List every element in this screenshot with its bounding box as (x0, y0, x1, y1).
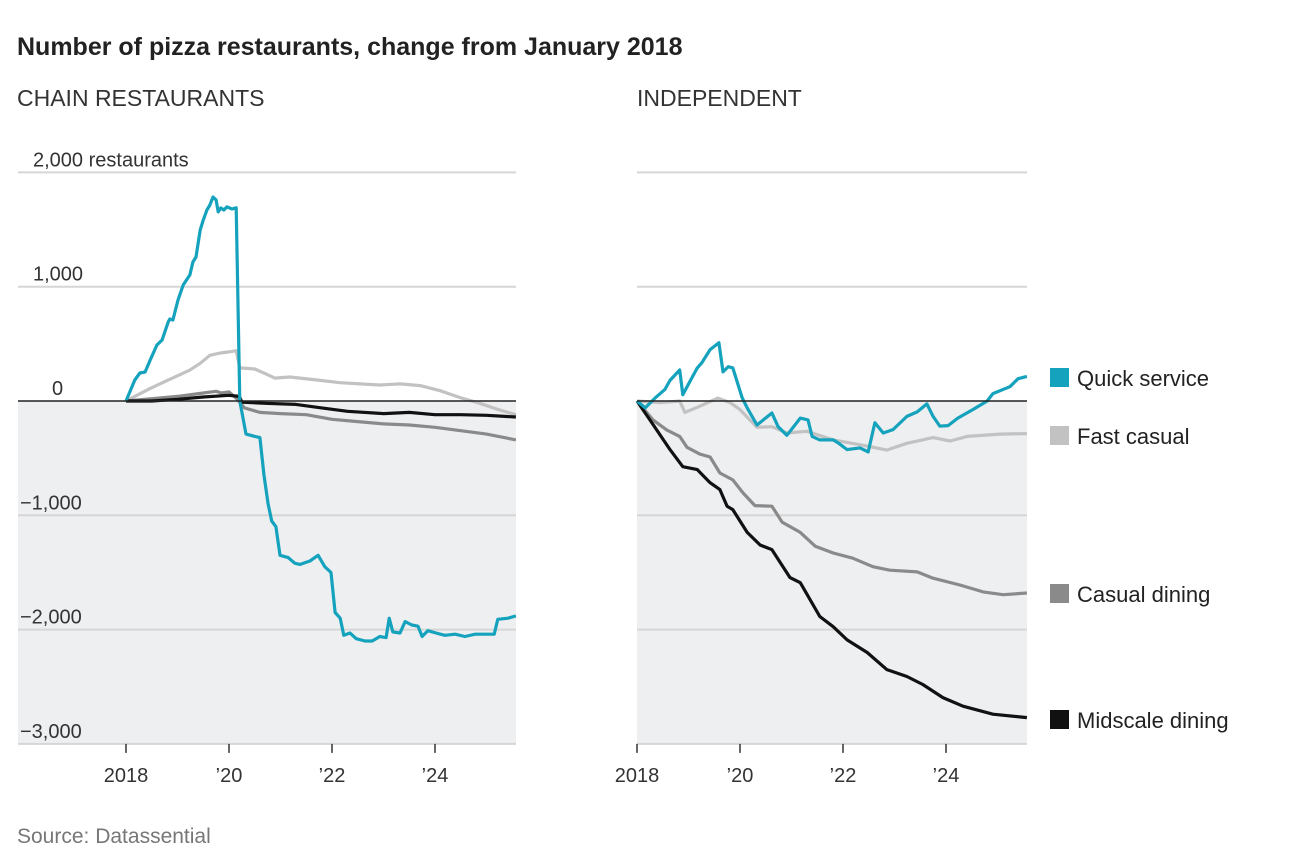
x-tick-label: ’24 (422, 765, 449, 787)
legend-swatch (1050, 584, 1069, 603)
x-tick-label: 2018 (104, 765, 149, 787)
series-line-casual-dining (125, 389, 517, 442)
chart-title: Number of pizza restaurants, change from… (17, 33, 683, 61)
x-tick-label: ’22 (830, 765, 857, 787)
panel-independent: 2018 ’20 ’22 ’24 (615, 171, 1028, 787)
legend-label: Casual dining (1077, 582, 1210, 607)
x-tick-label: ’24 (933, 765, 960, 787)
x-tick-label: 2018 (615, 765, 660, 787)
x-tick-label: ’22 (319, 765, 346, 787)
y-tick-label: 1,000 (33, 264, 83, 286)
series-line-quick-service (635, 341, 1028, 454)
series-line-midscale-dining (126, 393, 516, 419)
series-line-casual-dining (635, 399, 1028, 597)
legend-label: Quick service (1077, 366, 1209, 391)
legend-swatch (1050, 368, 1069, 387)
negative-region-fill (637, 401, 1027, 744)
y-tick-label: −3,000 (20, 721, 82, 743)
negative-region-fill (18, 401, 516, 744)
legend-swatch (1050, 710, 1069, 729)
y-tick-label: −1,000 (20, 492, 82, 514)
series-line-midscale-dining (635, 400, 1028, 720)
panel-subtitle-chain: CHAIN RESTAURANTS (17, 85, 265, 111)
panel-chain: 2,000 restaurants 1,000 −1,000 −2,000 −3,000… (18, 149, 517, 787)
y-tick-label: −2,000 (20, 607, 82, 629)
source-note: Source: Datassential (17, 825, 211, 848)
y-tick-label: 2,000 restaurants (33, 149, 189, 171)
series-line-quick-service (124, 195, 517, 643)
legend-label: Fast casual (1077, 424, 1190, 449)
legend-label: Midscale dining (1077, 708, 1229, 733)
legend-swatch (1050, 426, 1069, 445)
series-line-fast-casual (125, 349, 517, 417)
legend: Quick service Fast casual Casual dining Mid… (1050, 366, 1229, 733)
y-tick-label: 0 (52, 378, 63, 400)
panel-subtitle-independent: INDEPENDENT (637, 85, 802, 111)
x-tick-label: ’20 (216, 765, 243, 787)
x-tick-label: ’20 (727, 765, 754, 787)
